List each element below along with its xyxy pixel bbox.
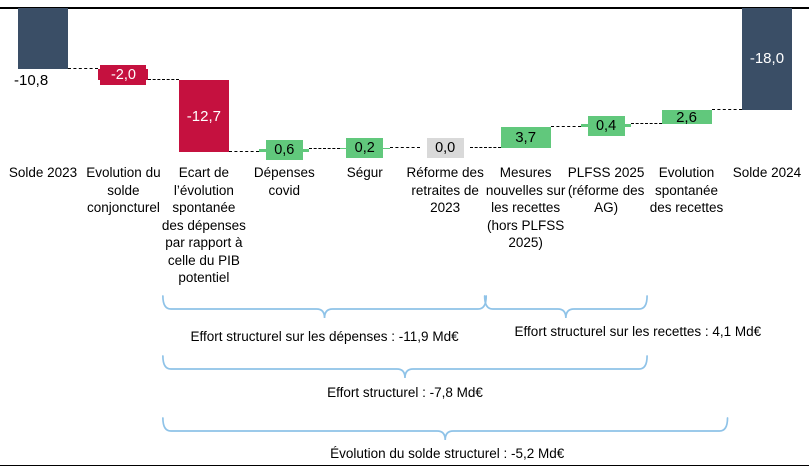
annotation-label: Effort structurel sur les recettes : 4,1… xyxy=(514,324,762,339)
annotation-label: Effort structurel sur les dépenses : -11… xyxy=(190,329,459,344)
waterfall-bar-increase xyxy=(661,109,712,125)
bar-value-label: 0,4 xyxy=(587,115,625,136)
annotation-label: Évolution du solde structurel : -5,2 Md€ xyxy=(330,446,565,461)
connector-line xyxy=(470,146,501,148)
category-label: Mesures nouvelles sur les recettes (hors… xyxy=(485,165,566,251)
zero-axis-line xyxy=(0,7,809,9)
bar-value-label: 0,0 xyxy=(426,137,464,158)
category-label: Solde 2023 xyxy=(8,165,78,180)
bar-value-label: 2,6 xyxy=(676,108,697,126)
waterfall-bar-total xyxy=(18,8,68,70)
connector-line xyxy=(68,68,99,70)
bar-value-label: -10,8 xyxy=(14,72,49,90)
bar-value-label: -12,7 xyxy=(186,107,221,125)
connector-line xyxy=(631,123,662,125)
curly-brace xyxy=(162,355,648,379)
category-label: Dépenses covid xyxy=(253,165,315,198)
connector-line xyxy=(389,146,421,148)
connector-line xyxy=(711,108,742,110)
bar-value-label: -2,0 xyxy=(100,64,147,85)
bar-value-label: 0,6 xyxy=(265,140,303,161)
connector-line xyxy=(148,79,179,81)
waterfall-bar-increase xyxy=(500,126,551,148)
category-label: Evolution du solde conjoncturel xyxy=(86,165,161,216)
connector-line xyxy=(228,151,260,153)
category-label: PLFSS 2025 (réforme des AG) xyxy=(567,165,645,216)
category-label: Ecart de l’évolution spontanée des dépen… xyxy=(161,165,246,286)
bar-value-label: 0,2 xyxy=(346,138,384,159)
curly-brace xyxy=(483,295,648,319)
figure-bottom-border xyxy=(0,464,809,466)
curly-brace xyxy=(162,295,488,319)
bar-value-label: -18,0 xyxy=(749,50,785,68)
curly-brace xyxy=(162,417,729,441)
waterfall-bar-total xyxy=(741,8,792,110)
category-label: Ségur xyxy=(346,165,383,180)
waterfall-bar-decrease xyxy=(178,80,229,153)
annotation-label: Effort structurel : -7,8 Md€ xyxy=(327,385,483,400)
category-label: Solde 2024 xyxy=(732,165,802,180)
category-label: Réforme des retraites de 2023 xyxy=(406,165,484,216)
bar-value-label: 3,7 xyxy=(515,128,537,146)
connector-line xyxy=(550,125,582,127)
connector-line xyxy=(309,147,340,149)
category-label: Evolution spontanée des recettes xyxy=(649,165,724,216)
